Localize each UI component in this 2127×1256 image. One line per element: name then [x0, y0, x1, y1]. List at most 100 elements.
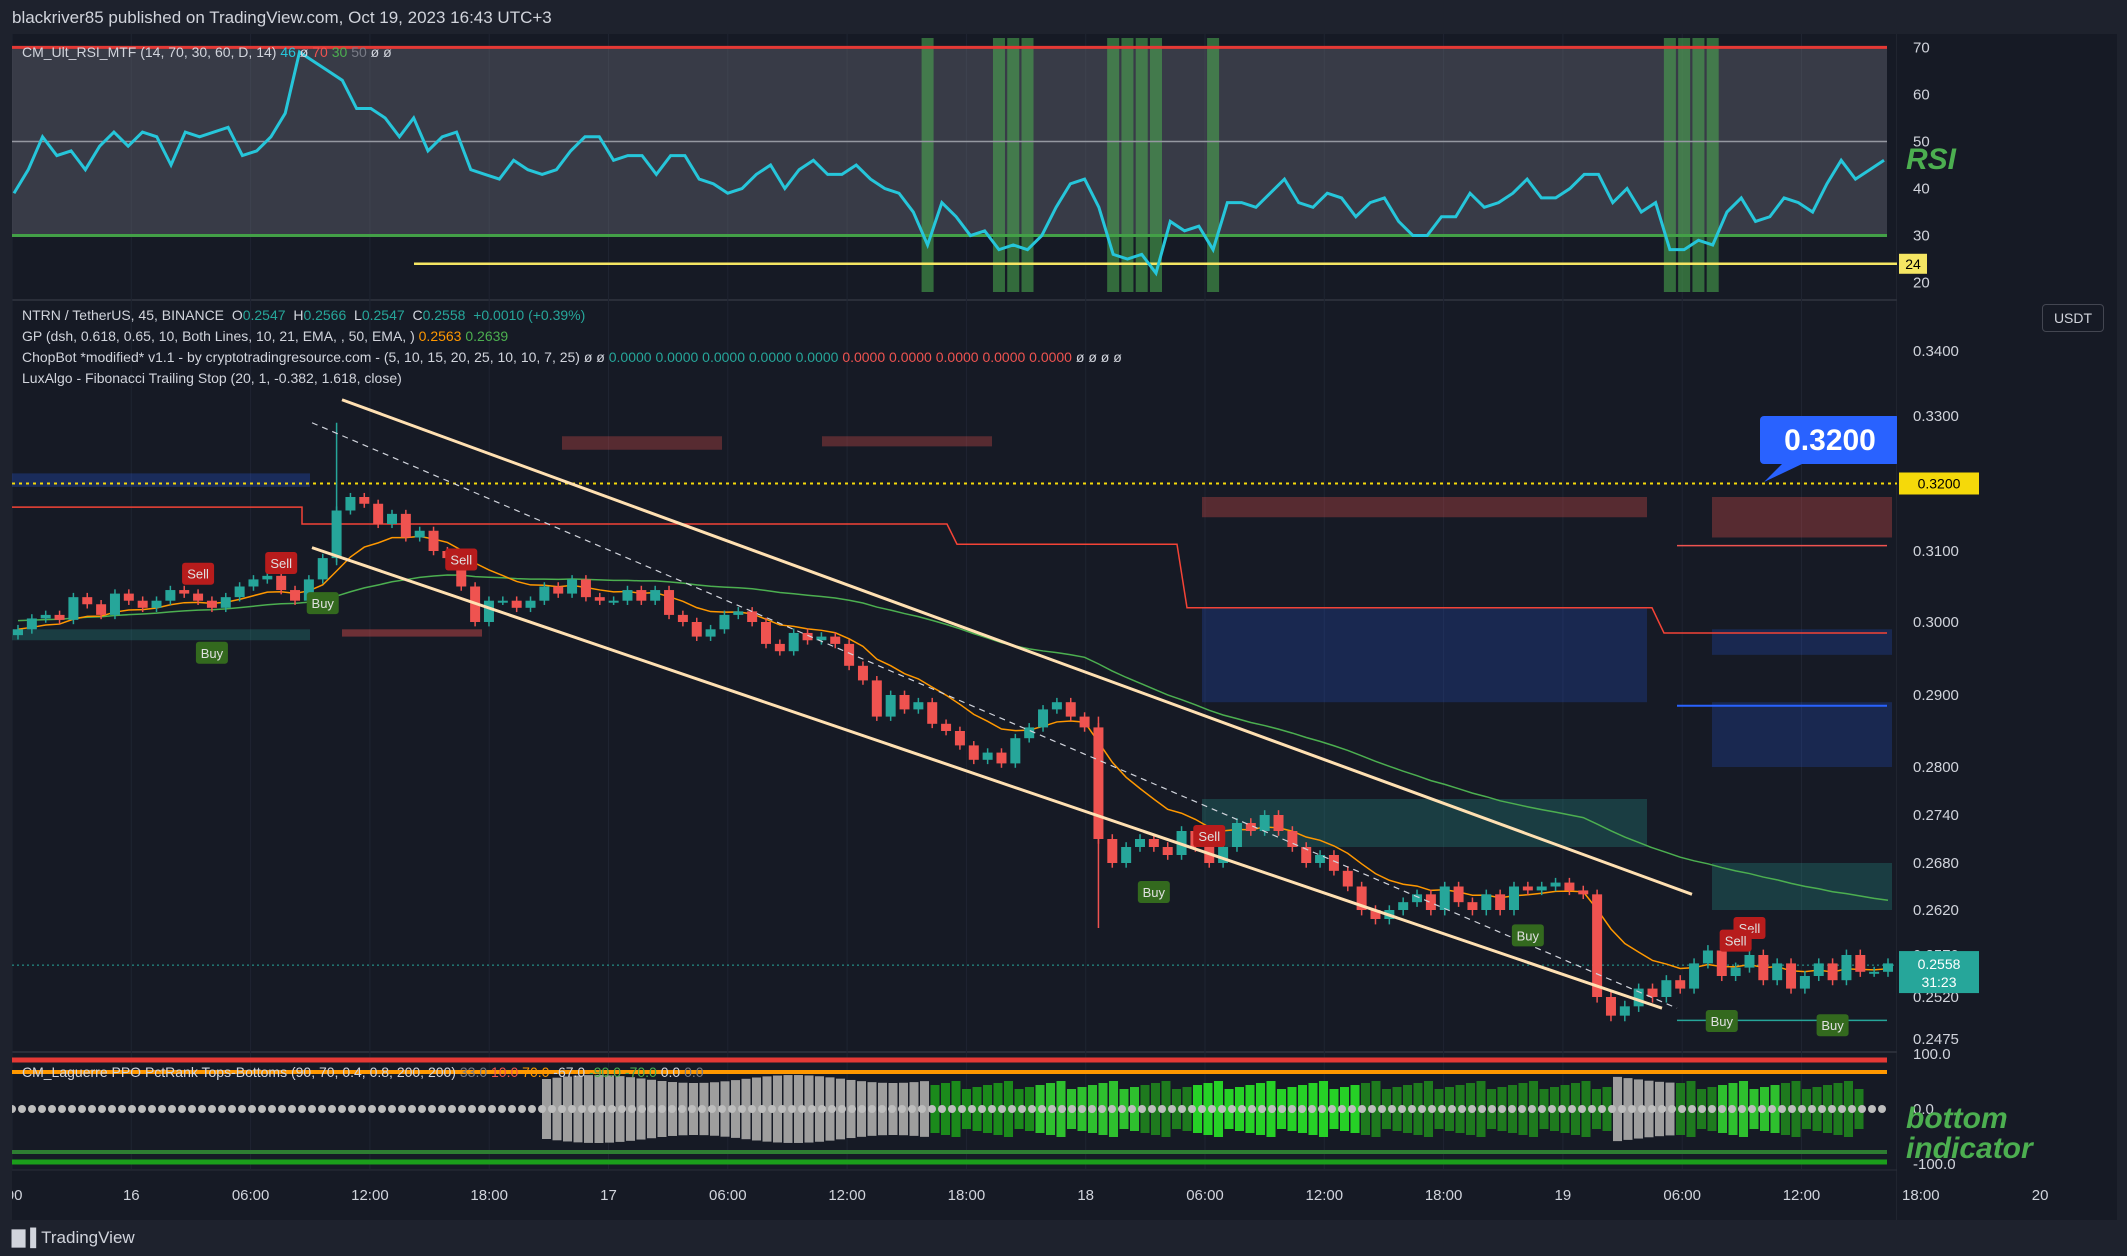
candle-body — [1536, 886, 1547, 891]
candle-body — [1398, 902, 1409, 910]
rsi-pane[interactable] — [12, 38, 1897, 292]
price-callout-box — [1760, 416, 1900, 464]
time-tick-label: 06:00 — [1663, 1187, 1701, 1204]
candle-body — [303, 579, 314, 601]
oversold-highlight — [992, 38, 1005, 292]
time-tick-label: 06:00 — [232, 1187, 270, 1204]
candle-body — [788, 632, 799, 652]
sell-signal-text: Sell — [1725, 934, 1747, 949]
candle-body — [1813, 963, 1824, 976]
low-label: L — [354, 307, 362, 323]
candle-body — [1453, 886, 1464, 903]
time-tick-label: 17 — [600, 1187, 617, 1204]
zero-line-dot — [118, 1105, 126, 1113]
candle-body — [857, 665, 868, 681]
time-axis[interactable]: :00 16 06:00 12:00 18:00 17 06:00 12:00 18:00 18 0… — [12, 1187, 2048, 1204]
zero-line-dot — [1428, 1105, 1436, 1113]
histogram-bar — [1172, 1089, 1181, 1129]
laguerre-name: CM_Laguerre PPO PctRank Tops-Bottoms (90… — [22, 1064, 456, 1080]
time-tick-label: 19 — [1555, 1187, 1572, 1204]
zero-line-dot — [1688, 1105, 1696, 1113]
currency-button[interactable]: USDT — [2042, 304, 2104, 332]
zero-line-dot — [1568, 1105, 1576, 1113]
rsi-legend-tail: ø ø — [370, 44, 392, 60]
zero-line-dot — [1648, 1105, 1656, 1113]
time-tick-label: 18 — [1077, 1187, 1094, 1204]
zero-line-dot — [538, 1105, 546, 1113]
time-tick-label: 18:00 — [470, 1187, 508, 1204]
zero-line-dot — [488, 1105, 496, 1113]
candle-body — [373, 503, 384, 524]
histogram-bar — [1812, 1087, 1822, 1131]
histogram-bar — [1602, 1087, 1612, 1131]
zero-line-dot — [678, 1105, 686, 1113]
buy-signal: Buy — [1137, 881, 1170, 903]
chart-background — [12, 34, 2117, 1220]
time-tick-label: 06:00 — [1186, 1187, 1224, 1204]
oversold-highlight — [921, 38, 934, 292]
candle-body — [1439, 886, 1450, 910]
target-price-tag — [1899, 472, 1979, 495]
zero-line-dot — [728, 1105, 736, 1113]
zero-line-dot — [1198, 1105, 1206, 1113]
zero-line-dot — [1468, 1105, 1476, 1113]
candle-body — [1024, 727, 1035, 739]
zero-line-dot — [1328, 1105, 1336, 1113]
oversold-highlight — [1007, 38, 1020, 292]
fib-zone — [12, 629, 310, 641]
buy-signal: Buy — [1816, 1014, 1849, 1037]
zero-line-dot — [1208, 1105, 1216, 1113]
oversold-highlight — [1107, 38, 1120, 292]
zero-line-dot — [1408, 1105, 1416, 1113]
zero-line-dot — [1238, 1105, 1246, 1113]
oversold-highlight — [1021, 38, 1034, 292]
zero-line-dot — [1738, 1105, 1746, 1113]
time-tick-label: 12:00 — [828, 1187, 866, 1204]
candle-body — [802, 632, 813, 641]
chopbot-red-values: 0.0000 0.0000 0.0000 0.0000 0.0000 — [842, 349, 1072, 365]
rsi-legend: CM_Ult_RSI_MTF (14, 70, 30, 60, D, 14) 4… — [22, 44, 392, 60]
zero-line-dot — [778, 1105, 786, 1113]
candle-body — [941, 723, 952, 731]
fib-zone — [1202, 497, 1647, 518]
bottom-tick-label: -100.0 — [1913, 1156, 1956, 1173]
close-value: 0.2558 — [422, 307, 466, 323]
zero-line-dot — [668, 1105, 676, 1113]
close-label: C — [412, 307, 423, 323]
candle-body — [1689, 963, 1700, 989]
bottom-annotation: bottom indicator — [1906, 1104, 2033, 1164]
candle-body — [1148, 839, 1159, 847]
zero-line-dot — [68, 1105, 76, 1113]
candle-body — [26, 618, 37, 630]
publish-header: blackriver85 published on TradingView.co… — [12, 8, 552, 27]
price-axis[interactable]: 70 60 50 40 30 20 24 0.3400 0.3300 0.3100 0.3000 0.… — [1897, 34, 2117, 1220]
candle-body — [580, 579, 591, 598]
price-callout[interactable]: 0.3200 — [1760, 416, 1900, 482]
candle-body — [511, 600, 522, 608]
histogram-bar — [983, 1085, 992, 1133]
candle-body — [1730, 967, 1741, 976]
price-tick-label: 0.2680 — [1913, 855, 1959, 872]
zero-line-dot — [1368, 1105, 1376, 1113]
buy-signal-text: Buy — [1517, 928, 1540, 943]
candle-body — [1328, 855, 1339, 871]
price-tick-label: 0.2800 — [1913, 759, 1959, 776]
bottom-indicator-pane[interactable] — [12, 1057, 1887, 1165]
candle-body — [400, 513, 411, 538]
target-price-tag-text: 0.3200 — [1918, 476, 1961, 492]
candle-body — [1799, 976, 1810, 989]
zero-line-dot — [1848, 1105, 1856, 1113]
zero-line-dot — [808, 1105, 816, 1113]
candle-body — [719, 614, 730, 630]
trailing-stop-line — [12, 506, 1887, 634]
zero-line-dot — [1608, 1105, 1616, 1113]
candle-body — [54, 614, 65, 620]
zero-line-dot — [1248, 1105, 1256, 1113]
zero-line-dot — [178, 1105, 186, 1113]
luxalgo-legend: LuxAlgo - Fibonacci Trailing Stop (20, 1… — [22, 370, 402, 386]
laguerre-value: 0.0 — [684, 1064, 704, 1080]
zero-line-dot — [1598, 1105, 1606, 1113]
zero-line-dot — [1128, 1105, 1136, 1113]
